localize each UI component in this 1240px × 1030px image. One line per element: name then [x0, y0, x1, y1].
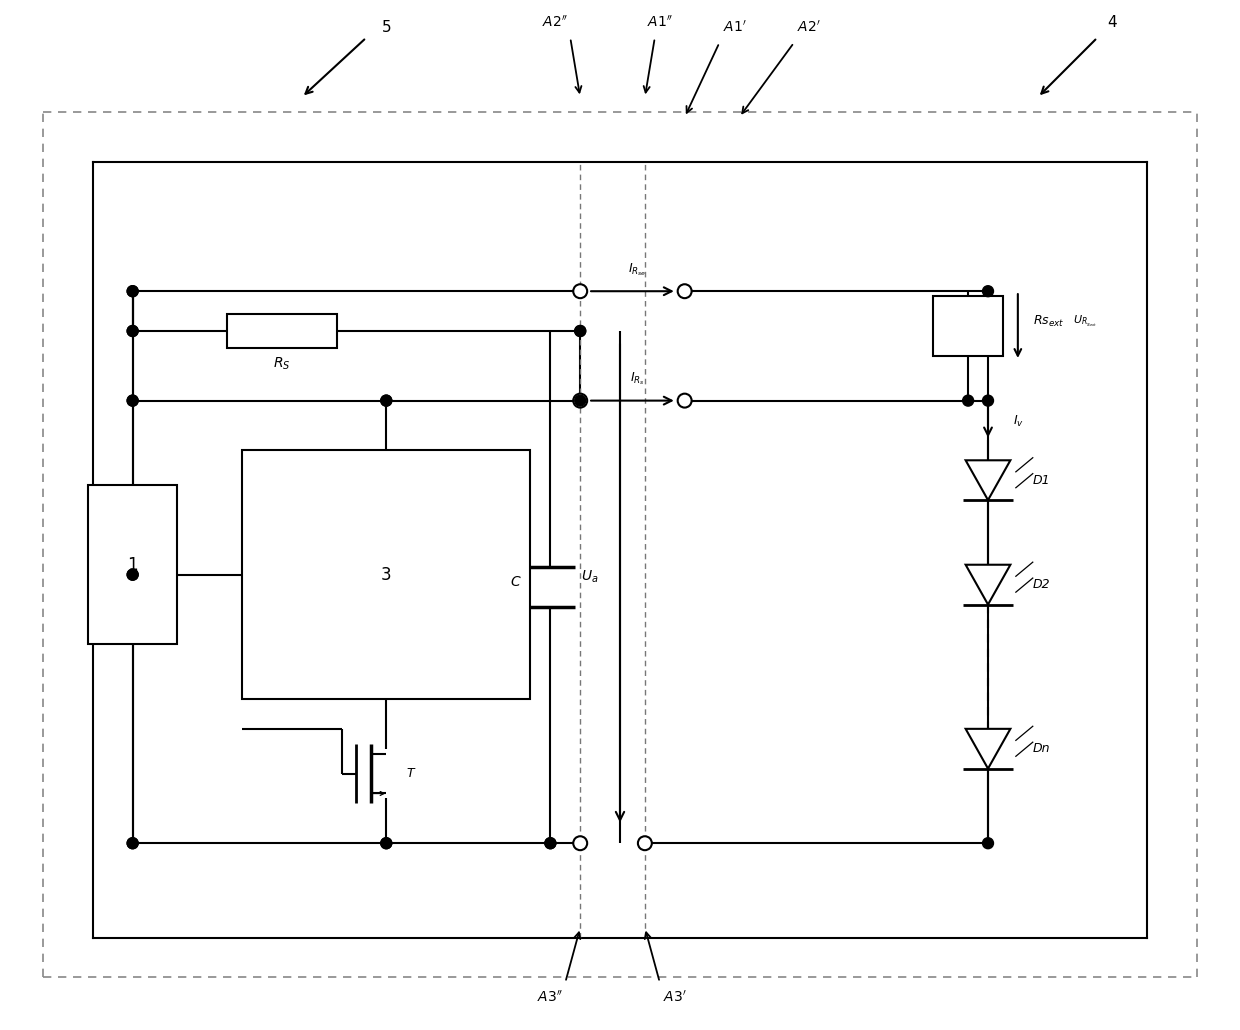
Text: $A3''$: $A3''$: [537, 990, 564, 1005]
Text: $U_a$: $U_a$: [582, 569, 599, 585]
Text: Dn: Dn: [1033, 743, 1050, 755]
Text: $A3'$: $A3'$: [663, 990, 687, 1005]
Text: $U_{R_{s_{ext}}}$: $U_{R_{s_{ext}}}$: [1073, 313, 1097, 329]
Circle shape: [128, 570, 138, 580]
Circle shape: [381, 837, 392, 849]
Circle shape: [575, 325, 585, 337]
Text: 1: 1: [128, 556, 138, 574]
Circle shape: [128, 396, 138, 406]
Circle shape: [128, 837, 138, 849]
Circle shape: [962, 396, 973, 406]
Circle shape: [128, 325, 138, 337]
Text: 5: 5: [382, 21, 391, 35]
Circle shape: [982, 285, 993, 297]
Text: $Rs_{ext}$: $Rs_{ext}$: [1033, 313, 1064, 329]
Text: $I_{R_s}$: $I_{R_s}$: [630, 371, 645, 387]
Circle shape: [573, 836, 588, 850]
Circle shape: [381, 396, 392, 406]
Text: $A1''$: $A1''$: [646, 15, 673, 30]
FancyBboxPatch shape: [88, 485, 177, 645]
Text: D1: D1: [1033, 474, 1050, 487]
Text: $A1'$: $A1'$: [723, 20, 746, 35]
Text: 3: 3: [381, 565, 392, 584]
Text: $A2'$: $A2'$: [797, 20, 821, 35]
Text: 4: 4: [1107, 15, 1117, 30]
Circle shape: [575, 396, 585, 406]
Text: $R_S$: $R_S$: [273, 355, 290, 372]
Circle shape: [544, 837, 556, 849]
Text: $I_v$: $I_v$: [1013, 414, 1024, 430]
Circle shape: [128, 285, 138, 297]
Text: $C$: $C$: [510, 575, 521, 589]
Polygon shape: [966, 729, 1011, 768]
Circle shape: [544, 837, 556, 849]
Circle shape: [573, 284, 588, 298]
Circle shape: [381, 837, 392, 849]
Text: $T$: $T$: [405, 767, 417, 780]
Circle shape: [678, 284, 692, 298]
Circle shape: [575, 325, 585, 337]
Circle shape: [128, 285, 138, 297]
Text: $I_{R_{se}}$: $I_{R_{se}}$: [629, 261, 646, 278]
Circle shape: [982, 837, 993, 849]
Circle shape: [128, 325, 138, 337]
Circle shape: [678, 393, 692, 408]
FancyBboxPatch shape: [934, 297, 1003, 355]
Circle shape: [381, 396, 392, 406]
Text: D2: D2: [1033, 578, 1050, 591]
Circle shape: [128, 837, 138, 849]
Polygon shape: [966, 460, 1011, 501]
FancyBboxPatch shape: [242, 450, 531, 699]
Circle shape: [637, 836, 652, 850]
Circle shape: [128, 396, 138, 406]
Circle shape: [128, 570, 138, 580]
Polygon shape: [966, 564, 1011, 605]
Text: $A2''$: $A2''$: [542, 15, 569, 30]
FancyBboxPatch shape: [227, 313, 336, 348]
Circle shape: [573, 393, 588, 408]
Circle shape: [982, 396, 993, 406]
